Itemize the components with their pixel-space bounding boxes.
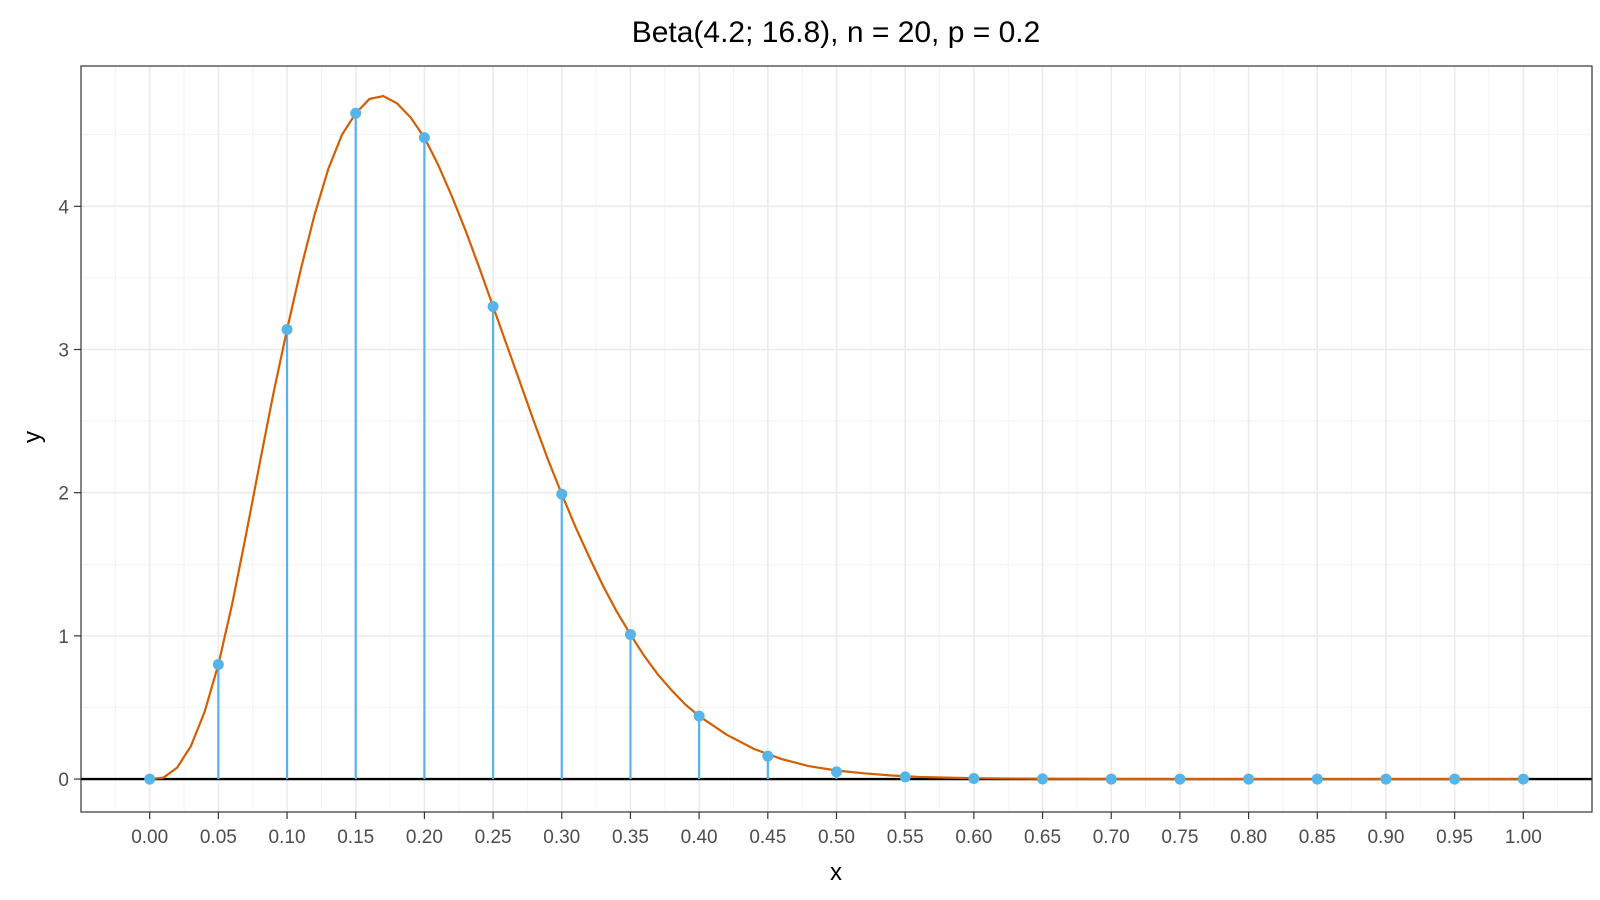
x-tick-label: 0.35: [612, 827, 649, 848]
y-tick-label: 4: [58, 197, 69, 218]
stem-point: [487, 301, 499, 313]
stem-point: [350, 107, 362, 119]
x-tick-label: 1.00: [1505, 827, 1542, 848]
x-tick-label: 0.45: [749, 827, 786, 848]
y-tick-label: 3: [58, 341, 69, 362]
stem-point: [1037, 773, 1049, 785]
x-tick-label: 0.15: [337, 827, 374, 848]
y-tick-label: 0: [58, 770, 69, 791]
x-tick-label: 0.75: [1161, 827, 1198, 848]
stem-point: [762, 750, 774, 762]
y-tick-label: 2: [58, 484, 69, 505]
stem-point: [1174, 773, 1186, 785]
stem-point: [1517, 773, 1529, 785]
x-tick-label: 0.85: [1299, 827, 1336, 848]
stem-points: [144, 107, 1529, 785]
x-tick-label: 0.55: [887, 827, 924, 848]
x-tick-label: 0.80: [1230, 827, 1267, 848]
x-axis: 0.00 0.05 0.10 0.15 0.20 0.25 0.30 0.35 0.40 0.45…: [131, 812, 1542, 848]
stem-point: [1380, 773, 1392, 785]
stem-point: [693, 710, 705, 722]
chart-title: Beta(4.2; 16.8), n = 20, p = 0.2: [632, 16, 1041, 49]
x-tick-label: 0.20: [406, 827, 443, 848]
stem-point: [831, 766, 842, 778]
stem-point: [1449, 773, 1461, 785]
x-tick-label: 0.50: [818, 827, 855, 848]
x-tick-label: 0.90: [1367, 827, 1404, 848]
x-tick-label: 0.40: [681, 827, 718, 848]
x-tick-label: 0.10: [269, 827, 306, 848]
stem-point: [1311, 773, 1323, 785]
stem-point: [899, 771, 911, 783]
stem-point: [281, 323, 293, 335]
y-tick-label: 1: [58, 627, 69, 648]
stem-point: [556, 488, 568, 500]
stem-point: [212, 659, 224, 671]
x-axis-title: x: [830, 859, 842, 886]
x-tick-label: 0.05: [200, 827, 237, 848]
stem-series: [217, 113, 1044, 780]
stem-point: [624, 628, 636, 640]
x-tick-label: 0.30: [543, 827, 580, 848]
x-tick-label: 0.65: [1024, 827, 1061, 848]
stem-point: [144, 773, 156, 785]
x-tick-label: 0.25: [475, 827, 512, 848]
x-tick-label: 0.60: [955, 827, 992, 848]
stem-point: [1105, 773, 1117, 785]
y-axis: 0 1 2 3 4: [58, 197, 81, 791]
stem-point: [1243, 773, 1255, 785]
x-tick-label: 0.00: [131, 827, 168, 848]
x-tick-label: 0.95: [1436, 827, 1473, 848]
stem-point: [418, 132, 430, 144]
x-tick-label: 0.70: [1093, 827, 1130, 848]
y-axis-title: y: [19, 431, 46, 443]
density-curve: [149, 94, 1524, 781]
stem-point: [968, 772, 980, 784]
